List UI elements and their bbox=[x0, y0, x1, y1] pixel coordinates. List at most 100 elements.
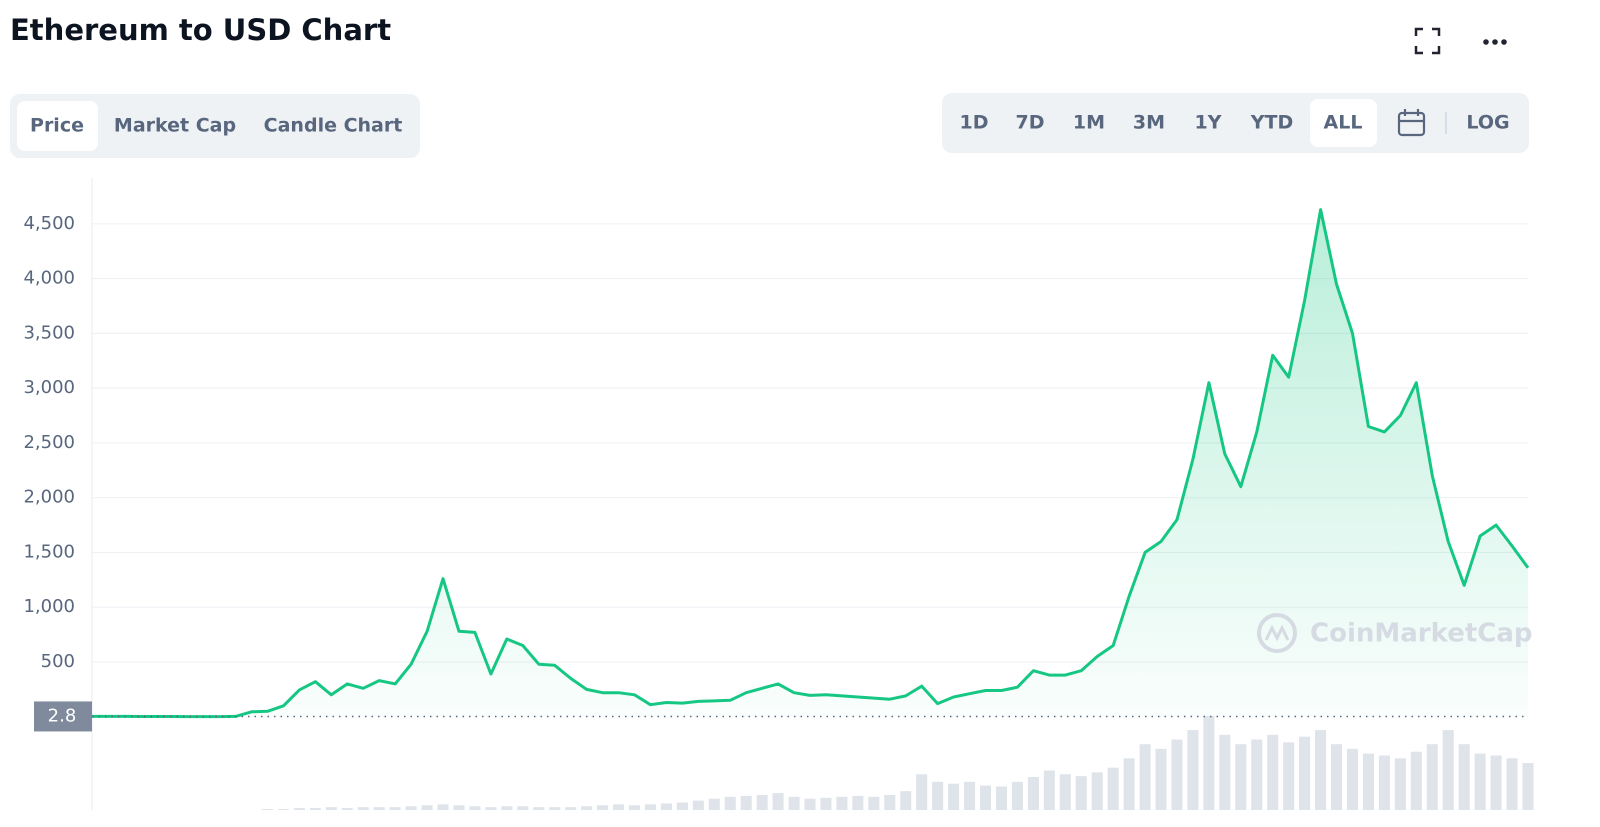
volume-bar bbox=[341, 808, 353, 810]
y-tick-label: 4,500 bbox=[23, 213, 75, 234]
range-button[interactable]: 1M bbox=[1073, 112, 1105, 134]
y-tick-label: 2,000 bbox=[23, 487, 75, 508]
volume-bar bbox=[1506, 758, 1518, 810]
volume-bar bbox=[676, 802, 688, 810]
volume-bar bbox=[1410, 751, 1422, 810]
volume-bar bbox=[1171, 739, 1183, 810]
volume-bar bbox=[261, 809, 274, 810]
y-tick-label: 4,000 bbox=[23, 268, 75, 289]
volume-bar bbox=[756, 794, 768, 810]
volume-bar bbox=[293, 808, 305, 810]
tab[interactable]: Price bbox=[30, 115, 84, 137]
volume-bar bbox=[1075, 776, 1087, 810]
volume-bar bbox=[660, 803, 672, 810]
volume-bar bbox=[932, 781, 944, 810]
volume-bar bbox=[517, 806, 529, 810]
y-tick-label: 500 bbox=[41, 651, 75, 672]
volume-bar bbox=[1522, 763, 1534, 810]
volume-bar bbox=[1315, 730, 1327, 810]
range-button[interactable]: 3M bbox=[1133, 112, 1165, 134]
y-tick-label: 1,000 bbox=[23, 596, 75, 617]
more-icon[interactable] bbox=[1483, 39, 1507, 45]
tab[interactable]: Candle Chart bbox=[264, 115, 403, 137]
price-area bbox=[92, 209, 1528, 717]
volume-bar bbox=[804, 798, 816, 810]
volume-bar bbox=[708, 798, 720, 810]
volume-bar bbox=[1219, 734, 1231, 810]
volume-bar bbox=[1346, 748, 1359, 810]
volume-bar bbox=[724, 796, 736, 810]
volume-bar bbox=[437, 804, 449, 810]
volume-bar bbox=[884, 794, 896, 810]
tab[interactable]: Market Cap bbox=[114, 115, 236, 137]
volume-bar bbox=[788, 796, 800, 810]
volume-bar bbox=[1458, 744, 1470, 810]
volume-bar bbox=[1474, 753, 1486, 810]
range-group bbox=[942, 93, 1529, 153]
volume-bar bbox=[836, 796, 848, 810]
volume-bar bbox=[1251, 739, 1263, 810]
range-button[interactable]: 1Y bbox=[1195, 112, 1222, 134]
active-tab bbox=[17, 101, 98, 151]
volume-bar bbox=[405, 806, 417, 810]
volume-bar bbox=[373, 807, 385, 810]
volume-bar bbox=[597, 805, 609, 810]
y-tick-label: 2,500 bbox=[23, 432, 75, 453]
y-tick-label: 1,500 bbox=[23, 541, 75, 562]
volume-bar bbox=[1203, 716, 1215, 810]
y-tick-label: 3,500 bbox=[23, 322, 75, 343]
volume-bar bbox=[1027, 777, 1039, 810]
volume-bar bbox=[628, 805, 641, 810]
volume-bar bbox=[1490, 755, 1502, 810]
volume-bar bbox=[453, 805, 465, 810]
volume-bar bbox=[1155, 748, 1167, 810]
range-button[interactable]: 7D bbox=[1016, 112, 1045, 134]
fullscreen-icon[interactable] bbox=[1414, 27, 1441, 55]
volume-bar bbox=[979, 785, 992, 810]
volume-bar bbox=[692, 800, 704, 810]
volume-bar bbox=[1123, 758, 1135, 810]
volume-bar bbox=[501, 806, 513, 810]
volume-bar bbox=[421, 805, 433, 810]
volume-bar bbox=[1235, 744, 1247, 810]
volume-bar bbox=[581, 806, 593, 810]
volume-bar bbox=[1426, 744, 1438, 810]
active-range bbox=[1310, 99, 1377, 147]
volume-bar bbox=[389, 807, 401, 810]
volume-bar bbox=[820, 797, 832, 810]
volume-bar bbox=[772, 793, 784, 810]
volume-bar bbox=[469, 806, 481, 810]
volume-bar bbox=[740, 795, 752, 810]
volume-bar bbox=[1091, 772, 1103, 810]
price-marker-box bbox=[34, 701, 92, 732]
volume-bar bbox=[995, 786, 1007, 810]
volume-bar bbox=[868, 796, 880, 810]
volume-bar bbox=[1187, 730, 1199, 810]
volume-bar bbox=[1059, 774, 1071, 810]
volume-bar bbox=[964, 781, 976, 810]
volume-bar bbox=[1378, 755, 1390, 810]
volume-bar bbox=[1267, 734, 1279, 810]
volume-bar bbox=[613, 804, 625, 810]
volume-bar bbox=[852, 795, 864, 810]
volume-bar bbox=[533, 807, 545, 810]
log-button[interactable]: LOG bbox=[1466, 112, 1509, 134]
volume-bar bbox=[916, 774, 928, 810]
range-button[interactable]: ALL bbox=[1324, 112, 1363, 134]
volume-bar bbox=[948, 783, 960, 810]
calendar-icon[interactable] bbox=[1397, 109, 1426, 137]
volume-bar bbox=[1107, 767, 1119, 810]
volume-bar bbox=[549, 807, 561, 810]
y-tick-label: 3,000 bbox=[23, 377, 75, 398]
volume-bar bbox=[1283, 742, 1295, 810]
volume-bar bbox=[1394, 758, 1406, 810]
volume-bar bbox=[1011, 781, 1023, 810]
price-line bbox=[92, 208, 1530, 719]
watermark-text: CoinMarketCap bbox=[1310, 619, 1533, 649]
tab-group bbox=[10, 94, 420, 158]
range-button[interactable]: YTD bbox=[1250, 112, 1294, 134]
volume-bar bbox=[1043, 770, 1055, 810]
range-button[interactable]: 1D bbox=[960, 112, 989, 134]
volume-bar bbox=[1139, 744, 1151, 810]
